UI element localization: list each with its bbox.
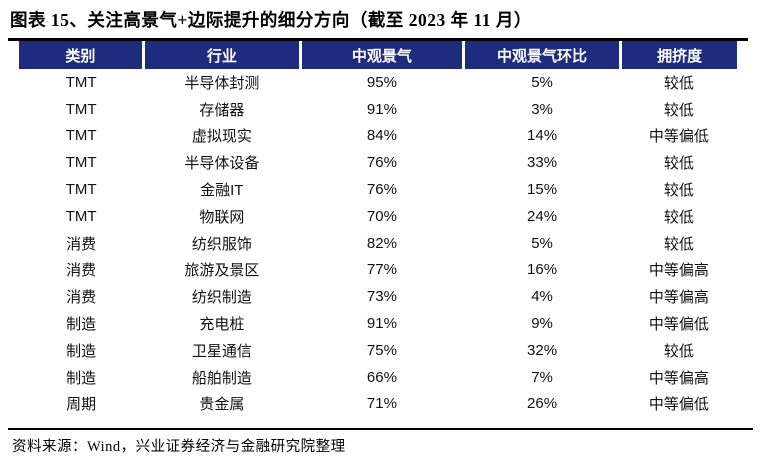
cell-industry: 船舶制造 (143, 363, 301, 391)
cell-prosperity-mom: 9% (463, 310, 621, 337)
industry-prosperity-table: 类别 行业 中观景气 中观景气环比 拥挤度 TMT 半导体封测 95% 5% 较低 TMT 存储器 9… (19, 41, 737, 418)
table-row: 消费 旅游及景区 77% 16% 中等偏高 (19, 256, 737, 284)
table-row: 消费 纺织制造 73% 4% 中等偏高 (19, 283, 737, 311)
cell-prosperity: 77% (300, 256, 464, 284)
data-table: 类别 行业 中观景气 中观景气环比 拥挤度 TMT 半导体封测 95% 5% 较低 TMT 存储器 9… (19, 41, 737, 418)
table-row: 周期 贵金属 71% 26% 中等偏低 (19, 390, 737, 418)
table-row: TMT 物联网 70% 24% 较低 (19, 202, 737, 230)
cell-category: TMT (19, 202, 144, 230)
cell-prosperity: 76% (300, 149, 464, 177)
source-note: 资料来源：Wind，兴业证券经济与金融研究院整理 (12, 439, 346, 455)
cell-prosperity: 73% (300, 283, 464, 311)
cell-prosperity-mom: 24% (463, 202, 621, 230)
cell-crowdedness: 较低 (620, 202, 737, 230)
cell-industry: 半导体封测 (143, 69, 301, 96)
cell-crowdedness: 中等偏高 (620, 363, 737, 391)
cell-prosperity-mom: 3% (463, 95, 621, 123)
header-row: 类别 行业 中观景气 中观景气环比 拥挤度 (19, 41, 737, 69)
cell-category: 消费 (19, 256, 144, 284)
cell-prosperity-mom: 26% (463, 390, 621, 418)
cell-crowdedness: 较低 (620, 69, 737, 96)
column-header: 类别 (19, 41, 144, 69)
table-row: 制造 船舶制造 66% 7% 中等偏高 (19, 363, 737, 391)
cell-prosperity: 95% (300, 69, 464, 96)
cell-prosperity: 76% (300, 176, 464, 203)
cell-industry: 卫星通信 (143, 336, 301, 364)
cell-category: 制造 (19, 336, 144, 364)
cell-crowdedness: 较低 (620, 149, 737, 177)
cell-prosperity-mom: 14% (463, 122, 621, 150)
cell-prosperity-mom: 4% (463, 283, 621, 311)
cell-industry: 虚拟现实 (143, 122, 301, 150)
table-row: 制造 卫星通信 75% 32% 较低 (19, 336, 737, 364)
cell-prosperity: 91% (300, 310, 464, 337)
cell-industry: 半导体设备 (143, 149, 301, 177)
column-header: 拥挤度 (619, 41, 737, 69)
cell-industry: 旅游及景区 (143, 256, 301, 284)
column-header: 中观景气 (298, 41, 464, 69)
table-row: 制造 充电桩 91% 9% 中等偏低 (19, 310, 737, 337)
cell-industry: 金融IT (143, 176, 301, 203)
table-row: TMT 半导体设备 76% 33% 较低 (19, 149, 737, 177)
cell-crowdedness: 较低 (620, 336, 737, 364)
cell-prosperity: 66% (300, 363, 464, 391)
cell-crowdedness: 中等偏低 (620, 122, 737, 150)
cell-prosperity-mom: 32% (463, 336, 621, 364)
top-divider (8, 38, 748, 41)
cell-crowdedness: 中等偏高 (620, 256, 737, 284)
column-header: 行业 (141, 41, 301, 69)
table-row: TMT 半导体封测 95% 5% 较低 (19, 69, 737, 96)
cell-industry: 充电桩 (143, 310, 301, 337)
cell-category: 消费 (19, 283, 144, 311)
cell-prosperity-mom: 33% (463, 149, 621, 177)
cell-prosperity: 71% (300, 390, 464, 418)
cell-crowdedness: 中等偏低 (620, 390, 737, 418)
cell-category: 周期 (19, 390, 144, 418)
table-row: 消费 纺织服饰 82% 5% 较低 (19, 229, 737, 257)
cell-category: TMT (19, 149, 144, 177)
table-row: TMT 金融IT 76% 15% 较低 (19, 176, 737, 203)
table-header: 类别 行业 中观景气 中观景气环比 拥挤度 (19, 41, 737, 69)
cell-category: 制造 (19, 363, 144, 391)
cell-crowdedness: 中等偏高 (620, 283, 737, 311)
bottom-divider (8, 428, 753, 430)
cell-prosperity: 82% (300, 229, 464, 257)
cell-crowdedness: 较低 (620, 95, 737, 123)
cell-prosperity-mom: 5% (463, 69, 621, 96)
table-body: TMT 半导体封测 95% 5% 较低 TMT 存储器 91% 3% 较低 TMT 虚拟现实 84% 14… (19, 69, 737, 418)
cell-category: TMT (19, 69, 144, 96)
cell-crowdedness: 中等偏低 (620, 310, 737, 337)
cell-prosperity: 91% (300, 95, 464, 123)
cell-industry: 贵金属 (143, 390, 301, 418)
cell-crowdedness: 较低 (620, 229, 737, 257)
exhibit-title: 图表 15、关注高景气+边际提升的细分方向（截至 2023 年 11 月） (10, 10, 532, 30)
cell-industry: 纺织制造 (143, 283, 301, 311)
cell-prosperity-mom: 15% (463, 176, 621, 203)
cell-category: TMT (19, 95, 144, 123)
cell-category: 制造 (19, 310, 144, 337)
cell-prosperity: 84% (300, 122, 464, 150)
cell-prosperity-mom: 16% (463, 256, 621, 284)
cell-industry: 存储器 (143, 95, 301, 123)
cell-category: TMT (19, 176, 144, 203)
column-header: 中观景气环比 (461, 41, 621, 69)
cell-industry: 物联网 (143, 202, 301, 230)
cell-category: 消费 (19, 229, 144, 257)
cell-prosperity: 70% (300, 202, 464, 230)
cell-prosperity-mom: 5% (463, 229, 621, 257)
table-row: TMT 存储器 91% 3% 较低 (19, 95, 737, 123)
cell-prosperity: 75% (300, 336, 464, 364)
cell-crowdedness: 较低 (620, 176, 737, 203)
cell-category: TMT (19, 122, 144, 150)
cell-industry: 纺织服饰 (143, 229, 301, 257)
cell-prosperity-mom: 7% (463, 363, 621, 391)
table-row: TMT 虚拟现实 84% 14% 中等偏低 (19, 122, 737, 150)
